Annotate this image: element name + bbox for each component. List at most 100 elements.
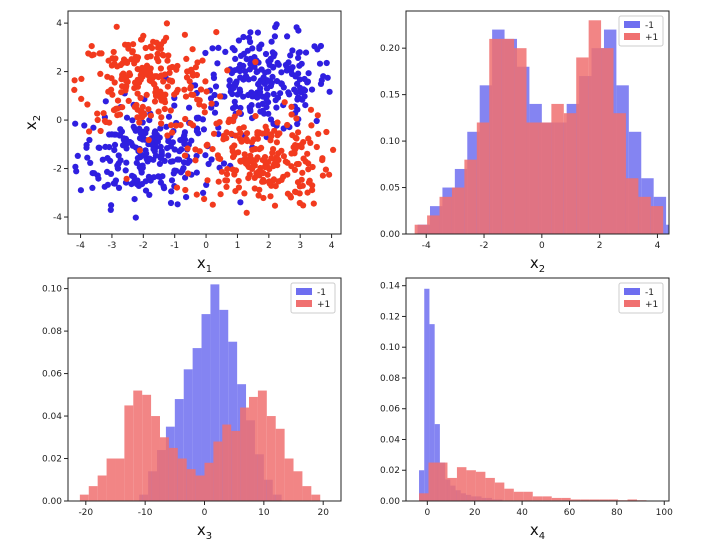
scatter-point xyxy=(267,137,274,144)
histogram-bar xyxy=(210,284,220,501)
y-tick-label: 0.00 xyxy=(380,230,400,240)
scatter-point xyxy=(139,164,146,171)
legend: -1+1 xyxy=(290,282,336,314)
scatter-point xyxy=(78,95,85,102)
histogram-bar xyxy=(580,499,590,501)
scatter-point xyxy=(164,132,171,139)
x-tick-label: -2 xyxy=(139,241,148,251)
scatter-point xyxy=(111,60,118,67)
scatter-point xyxy=(232,167,240,174)
legend: -1+1 xyxy=(618,15,664,47)
scatter-point xyxy=(247,29,254,36)
scatter-point xyxy=(122,167,129,174)
scatter-point xyxy=(238,138,245,145)
scatter-point xyxy=(319,172,326,179)
scatter-point xyxy=(158,97,165,104)
scatter-point xyxy=(287,194,294,201)
scatter-point xyxy=(134,76,141,83)
scatter-point xyxy=(193,114,200,121)
scatter-point xyxy=(269,73,276,80)
scatter-point xyxy=(245,34,253,42)
scatter-point xyxy=(108,131,115,138)
scatter-point xyxy=(165,138,172,145)
histogram-bar xyxy=(625,178,639,234)
scatter-point xyxy=(254,154,261,161)
scatter-point xyxy=(144,54,151,61)
scatter-point xyxy=(280,173,287,180)
scatter-point xyxy=(116,132,123,139)
scatter-point xyxy=(167,199,175,207)
histogram-bar xyxy=(532,496,543,501)
scatter-point xyxy=(102,98,109,105)
scatter-point xyxy=(273,78,281,85)
scatter-point xyxy=(155,58,162,65)
scatter-point xyxy=(213,28,220,36)
scatter-point xyxy=(261,154,269,161)
scatter-point xyxy=(171,102,178,109)
histogram-bar xyxy=(219,309,229,501)
scatter-point xyxy=(245,175,252,182)
scatter-point xyxy=(124,78,131,85)
scatter-point xyxy=(171,91,178,98)
scatter-point xyxy=(281,99,288,106)
scatter-point xyxy=(210,130,218,137)
scatter-point xyxy=(268,155,275,162)
scatter-point xyxy=(94,110,101,117)
histogram-bar xyxy=(183,369,193,501)
scatter-point xyxy=(252,113,259,120)
x-tick-label: -3 xyxy=(107,241,116,251)
scatter-point xyxy=(134,54,142,61)
histogram-bar xyxy=(551,497,562,501)
histogram-bar xyxy=(419,470,425,501)
scatter-point xyxy=(254,129,261,136)
scatter-point xyxy=(138,169,145,176)
scatter-point xyxy=(242,68,249,75)
y-tick-label: 0.02 xyxy=(42,455,62,465)
scatter-point xyxy=(237,61,244,68)
scatter-point xyxy=(230,118,237,125)
scatter-point xyxy=(84,101,91,108)
histogram-bar xyxy=(561,497,571,501)
scatter-point xyxy=(223,129,230,136)
scatter-point xyxy=(223,135,230,142)
histogram-bar xyxy=(608,499,619,501)
scatter-point xyxy=(223,171,231,178)
scatter-point xyxy=(102,143,109,150)
scatter-point xyxy=(125,97,132,104)
scatter-point xyxy=(262,123,269,130)
scatter-point xyxy=(201,195,208,203)
x-tick-label: 80 xyxy=(611,508,623,518)
scatter-point xyxy=(187,83,194,90)
histogram-bar xyxy=(666,224,669,234)
histogram-bar xyxy=(576,57,589,234)
histogram-bar xyxy=(133,390,143,501)
y-tick-label: 0.00 xyxy=(380,497,400,507)
scatter-point xyxy=(235,37,242,44)
scatter-point xyxy=(88,52,95,59)
scatter-point xyxy=(323,59,330,67)
scatter-point xyxy=(90,124,97,131)
scatter-point xyxy=(140,32,147,40)
scatter-point xyxy=(201,109,208,116)
y-tick-label: 0.06 xyxy=(42,370,62,380)
scatter-point xyxy=(173,184,181,191)
scatter-point xyxy=(78,75,85,82)
histogram-bar xyxy=(551,103,564,234)
scatter-point xyxy=(158,114,165,121)
scatter-point xyxy=(97,127,104,135)
scatter-point xyxy=(169,129,176,136)
scatter-point xyxy=(316,60,324,67)
scatter-point xyxy=(260,169,267,177)
scatter-point xyxy=(180,134,187,141)
scatter-point xyxy=(167,107,174,114)
scatter-point xyxy=(296,62,303,69)
x-tick-label: 20 xyxy=(469,508,481,518)
scatter-point xyxy=(165,52,172,59)
scatter-point xyxy=(250,162,257,169)
scatter-point xyxy=(130,41,137,48)
y-tick-label: 0.04 xyxy=(42,412,62,422)
histogram-bar xyxy=(563,113,577,234)
y-tick-label: 0.06 xyxy=(380,405,400,415)
